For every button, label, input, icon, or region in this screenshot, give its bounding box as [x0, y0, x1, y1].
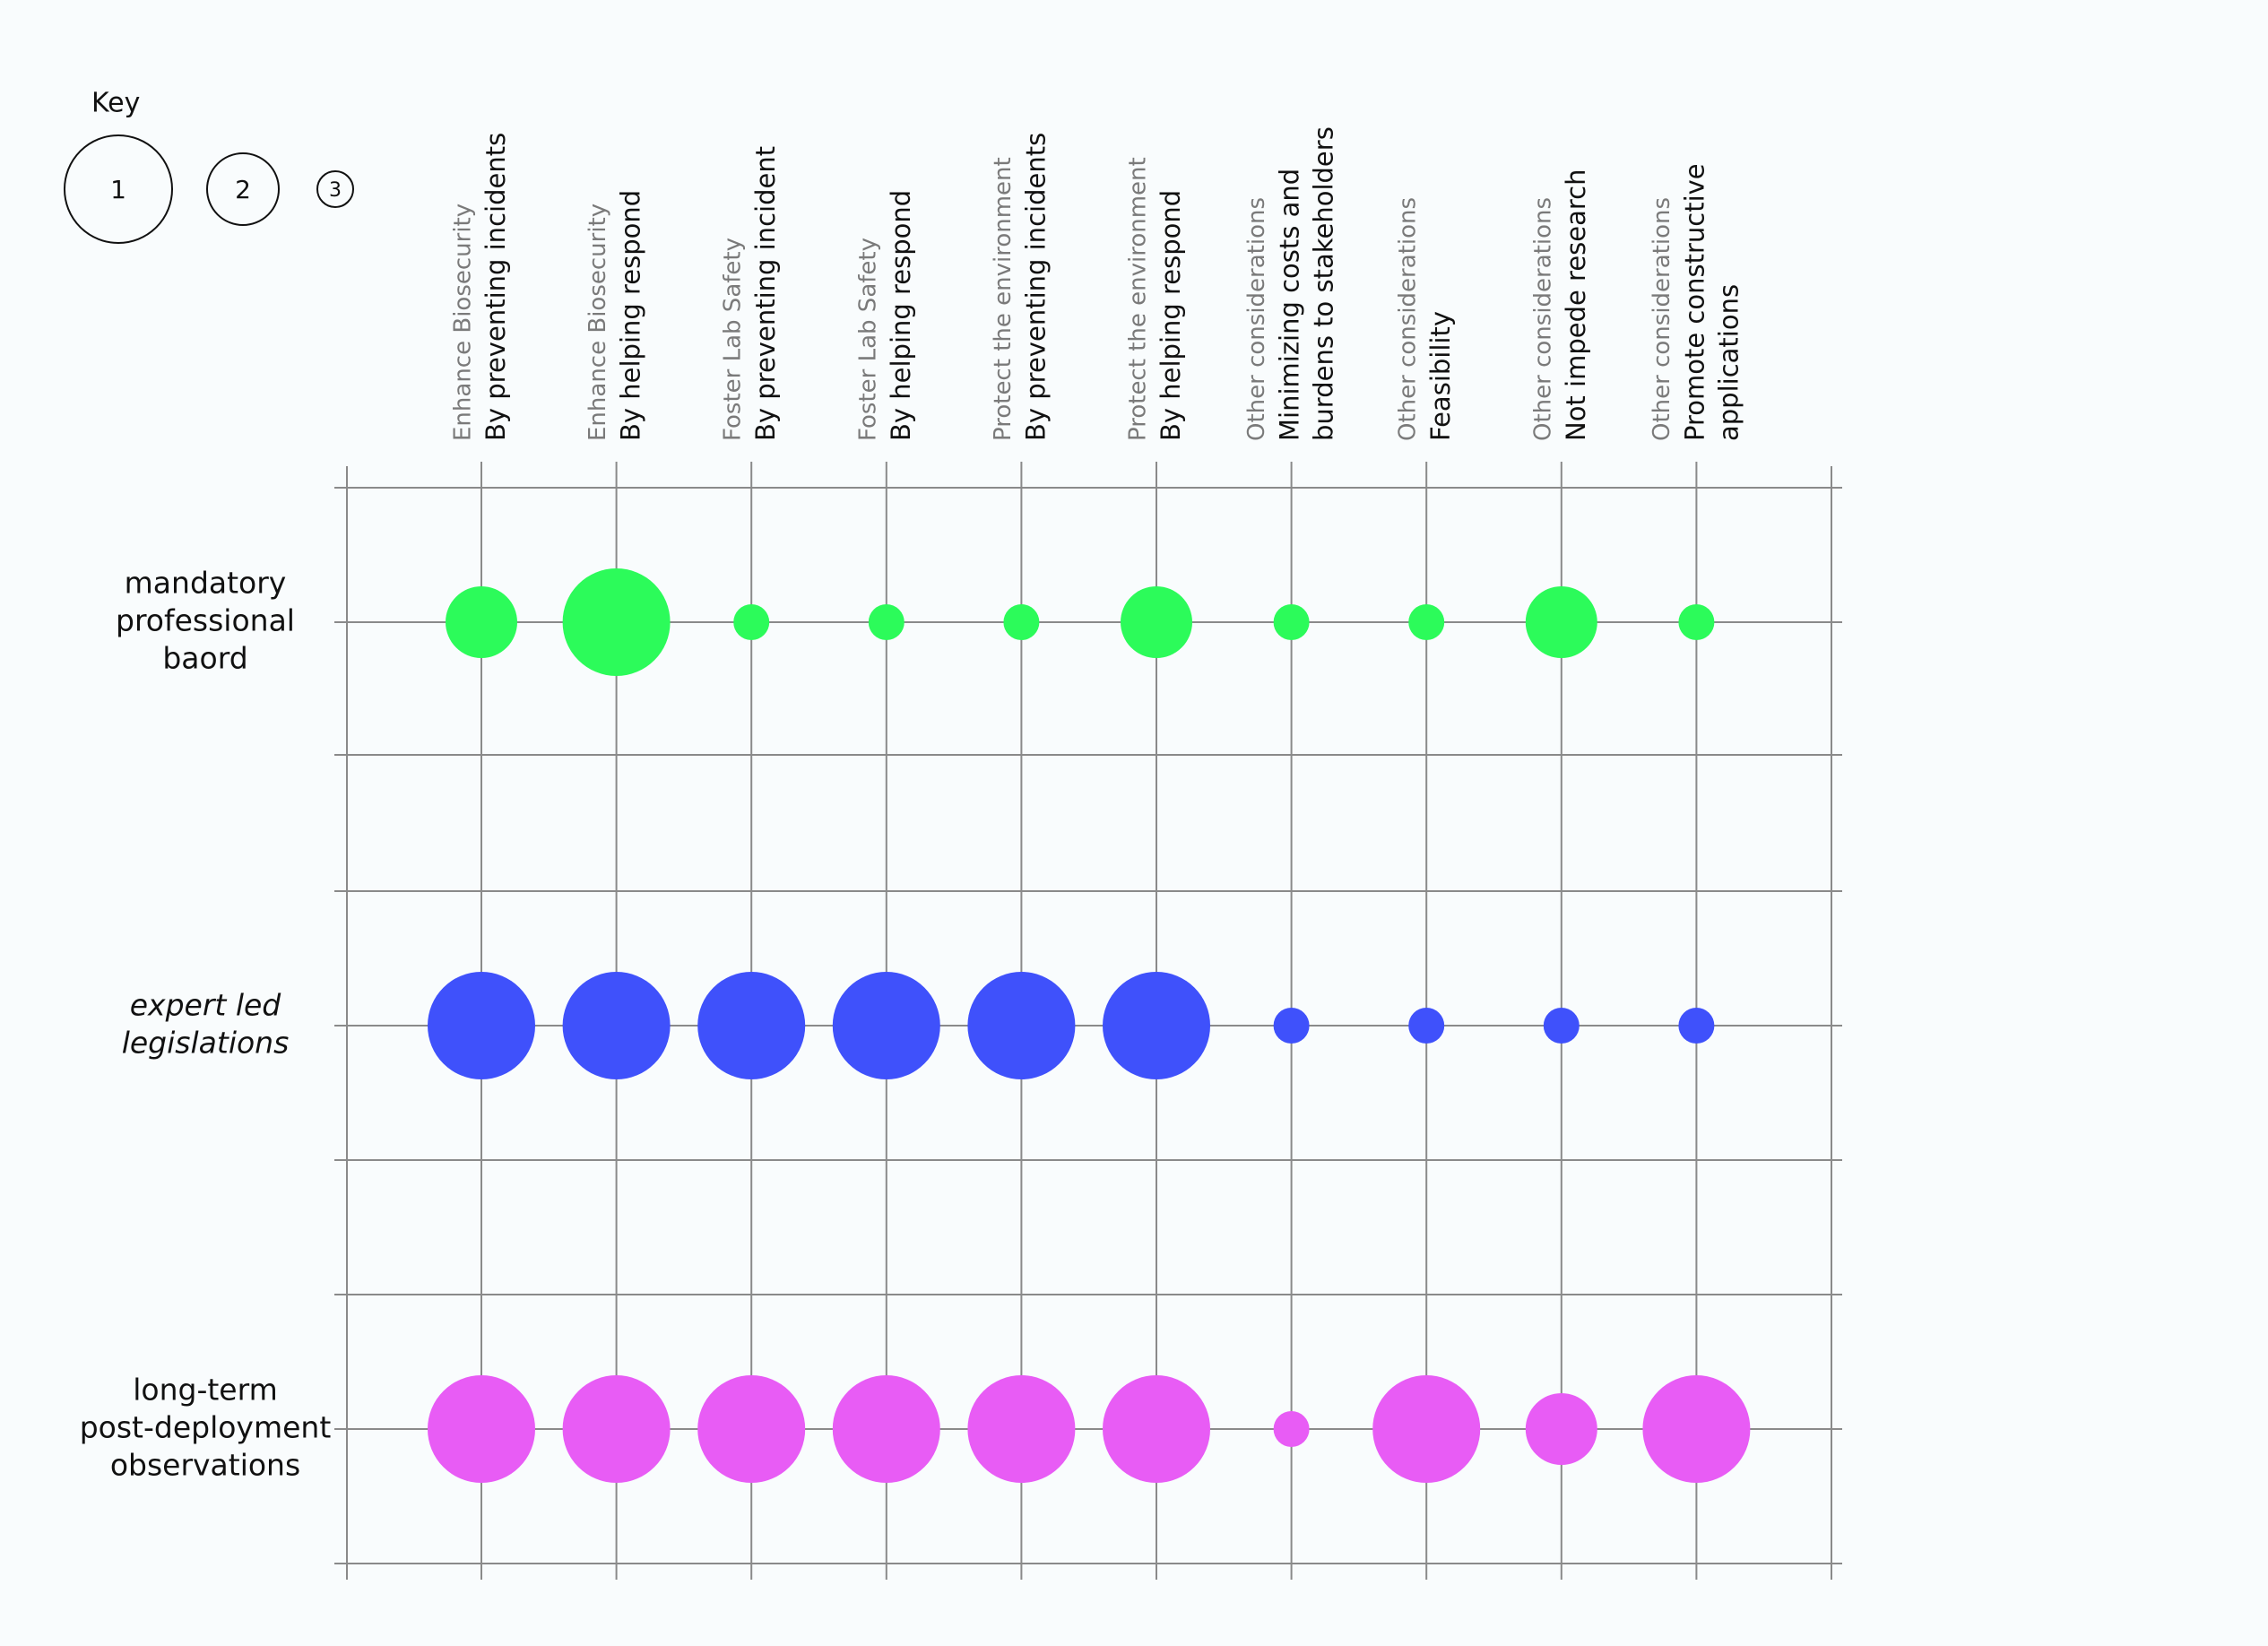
bubble [1678, 1008, 1715, 1044]
column-category: Foster Lab Safety [854, 238, 881, 441]
bubble [1525, 586, 1597, 658]
column-subcategory: By helping respond [1156, 190, 1186, 441]
column-category: Other considerations [1649, 197, 1675, 441]
bubble [1273, 604, 1310, 640]
bubble [1543, 1008, 1580, 1044]
column-category: Protect the environment [990, 157, 1017, 441]
bubble [1103, 972, 1210, 1079]
bubble [428, 1375, 535, 1483]
bubble [733, 604, 770, 640]
row-label: professional [116, 603, 295, 638]
bubble [446, 586, 517, 658]
bubble [697, 1375, 806, 1483]
column-category: Enhance Biosecurity [584, 204, 611, 441]
bubble [1273, 1008, 1310, 1044]
key-label: 2 [235, 175, 251, 204]
row-label: mandatory [125, 566, 287, 601]
column-subcategory: By preventing incidents [480, 133, 511, 441]
row-label: post-deployment [80, 1410, 332, 1445]
row-label: observations [110, 1448, 300, 1483]
column-subcategory: burdens to stakeholders [1309, 126, 1339, 441]
key-circle [206, 152, 280, 226]
row-label: long-term [133, 1373, 278, 1408]
key-circle [316, 170, 354, 208]
column-subcategory: By helping respond [616, 190, 646, 441]
column-category: Other considerations [1243, 197, 1270, 441]
key-circle [64, 134, 173, 244]
bubble [967, 1375, 1076, 1483]
column-subcategory: Promote constructive [1679, 163, 1710, 441]
column-category: Protect the environment [1125, 157, 1152, 441]
bubble [1121, 586, 1192, 658]
bubble [562, 1375, 671, 1483]
bubble [562, 568, 671, 676]
bubble [1103, 1375, 1210, 1483]
bubble [1642, 1375, 1751, 1483]
bubble [1372, 1375, 1481, 1483]
column-subcategory: By preventing incidents [1020, 133, 1051, 441]
column-category: Enhance Biosecurity [450, 204, 477, 441]
column-category: Other considerations [1395, 197, 1422, 441]
bubble [562, 972, 671, 1079]
bubble [1273, 1411, 1310, 1447]
bubble [428, 972, 535, 1079]
bubble [868, 604, 905, 640]
column-subcategory: Feasibility [1425, 311, 1456, 441]
bubble [1678, 604, 1715, 640]
column-subcategory: By preventing incident [750, 146, 781, 441]
column-category: Other considerations [1529, 197, 1556, 441]
bubble [1408, 1008, 1445, 1044]
bubble [967, 972, 1076, 1079]
column-category: Foster Lab Safety [720, 238, 747, 441]
row-label: legislations [122, 1026, 290, 1061]
bubble [1408, 604, 1445, 640]
row-label: baord [162, 641, 247, 676]
key-title: Key [91, 88, 140, 119]
bubble [832, 1375, 940, 1483]
bubble [1525, 1393, 1597, 1465]
column-subcategory: applications [1713, 284, 1744, 441]
column-subcategory: By helping respond [886, 190, 916, 441]
bubble [1003, 604, 1040, 640]
key-label: 1 [110, 175, 126, 204]
bubble [832, 972, 940, 1079]
column-subcategory: Not impede research [1561, 169, 1591, 441]
column-subcategory: Minimizing costs and [1275, 169, 1305, 441]
key-label: 3 [329, 179, 342, 202]
bubble [697, 972, 806, 1079]
row-label: expert led [130, 988, 282, 1023]
